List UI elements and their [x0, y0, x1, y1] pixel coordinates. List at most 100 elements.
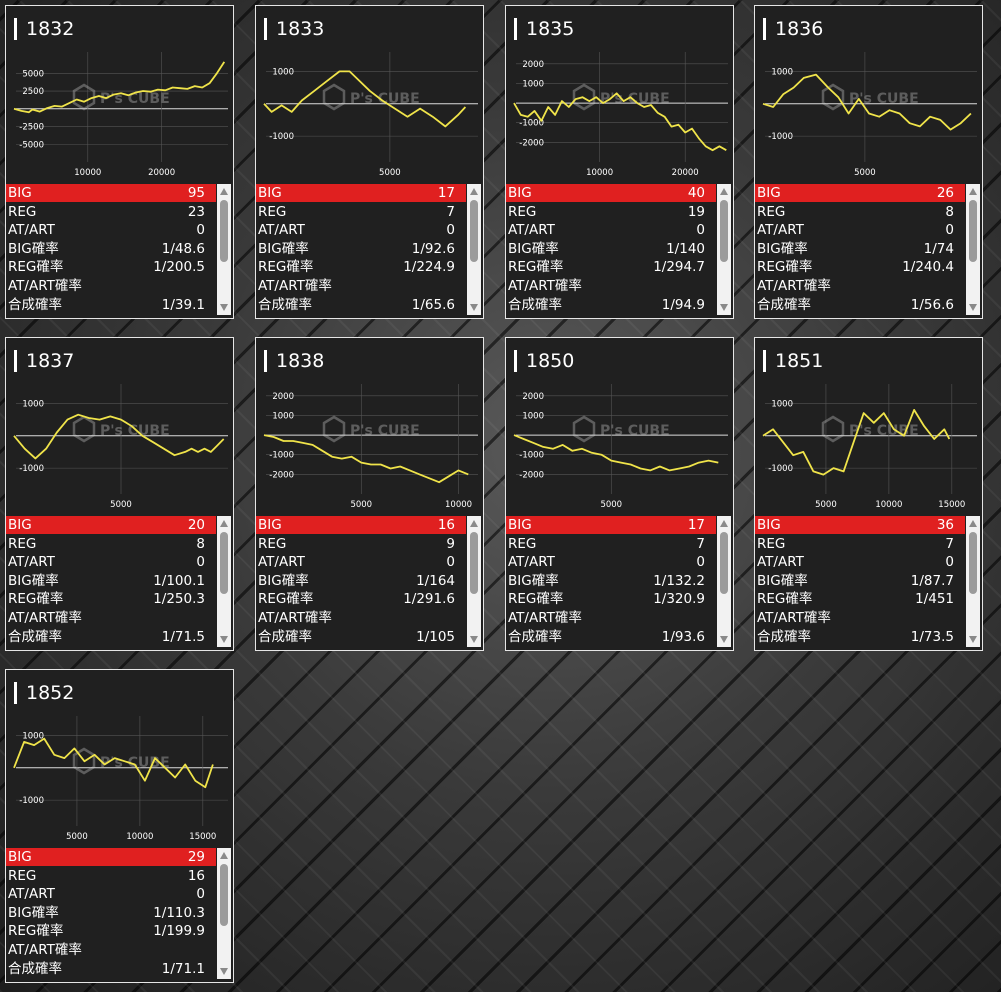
scroll-up-arrow-icon[interactable] — [220, 188, 228, 195]
stat-row-reg-rate: REG確率 1/320.9 — [506, 590, 716, 608]
stats-scrollbar[interactable] — [467, 516, 481, 647]
stat-label: AT/ART確率 — [258, 610, 332, 626]
stat-label: BIG確率 — [258, 240, 309, 257]
watermark-logo: P's CUBE — [322, 415, 420, 443]
machine-number[interactable]: 1838 — [264, 350, 324, 372]
slump-series-line — [513, 434, 719, 472]
stat-value: 20 — [187, 517, 205, 533]
machine-card[interactable]: 1833 -1000 1000 5000 P's CUBE BIG 17 REG 7 AT/ART… — [255, 5, 484, 319]
scroll-down-arrow-icon[interactable] — [220, 304, 228, 311]
scroll-up-arrow-icon[interactable] — [969, 188, 977, 195]
x-tick-label: 15000 — [938, 500, 965, 510]
stats-scrollbar[interactable] — [217, 516, 231, 647]
stat-value: 1/140 — [666, 240, 705, 257]
machine-number[interactable]: 1836 — [763, 18, 823, 40]
scroll-up-arrow-icon[interactable] — [720, 520, 728, 527]
stat-label: AT/ART — [8, 554, 55, 571]
scroll-down-arrow-icon[interactable] — [470, 304, 478, 311]
scroll-up-arrow-icon[interactable] — [969, 520, 977, 527]
scroll-down-arrow-icon[interactable] — [220, 636, 228, 643]
y-tick-label: -1000 — [768, 464, 793, 474]
scroll-thumb[interactable] — [220, 532, 228, 594]
stat-row-at-art-rate: AT/ART確率 — [6, 277, 216, 295]
stat-row-big-rate: BIG確率 1/92.6 — [256, 240, 466, 258]
watermark-logo: P's CUBE — [72, 415, 170, 443]
machine-number[interactable]: 1850 — [514, 350, 574, 372]
stat-row-big-rate: BIG確率 1/74 — [755, 240, 965, 258]
stats-table[interactable]: BIG 17 REG 7 AT/ART 0 BIG確率 1/132.2 REG確率 1/320.9… — [506, 516, 735, 648]
stats-scrollbar[interactable] — [966, 184, 980, 315]
slump-series-line — [13, 737, 214, 789]
stat-row-combined-rate: 合成確率 1/39.1 — [6, 296, 216, 314]
stats-scrollbar[interactable] — [966, 516, 980, 647]
stats-table[interactable]: BIG 36 REG 7 AT/ART 0 BIG確率 1/87.7 REG確率 1/451 AT/… — [755, 516, 984, 648]
scroll-down-arrow-icon[interactable] — [720, 304, 728, 311]
scroll-down-arrow-icon[interactable] — [969, 304, 977, 311]
stats-scrollbar[interactable] — [217, 848, 231, 979]
stat-label: 合成確率 — [8, 960, 62, 977]
scroll-up-arrow-icon[interactable] — [470, 188, 478, 195]
scroll-thumb[interactable] — [969, 200, 977, 262]
scroll-up-arrow-icon[interactable] — [470, 520, 478, 527]
y-tick-label: 2000 — [522, 392, 544, 402]
machine-number[interactable]: 1851 — [763, 350, 823, 372]
stats-scrollbar[interactable] — [217, 184, 231, 315]
slump-chart-svg: -2000 -1000 1000 2000 5000 P's CUBE — [513, 384, 728, 510]
machine-number[interactable]: 1832 — [14, 18, 74, 40]
machine-card[interactable]: 1850 -2000 -1000 1000 2000 5000 P's CUBE BIG 17 R… — [505, 337, 734, 651]
machine-card[interactable]: 1832 -5000 -2500 2500 5000 10000 20000 P's CUBE… — [5, 5, 234, 319]
stat-row-reg-rate: REG確率 1/224.9 — [256, 258, 466, 276]
stat-row-at-art-rate: AT/ART確率 — [506, 277, 716, 295]
scroll-down-arrow-icon[interactable] — [969, 636, 977, 643]
stats-table[interactable]: BIG 16 REG 9 AT/ART 0 BIG確率 1/164 REG確率 1/291.6 AT… — [256, 516, 485, 648]
x-tick-label: 10000 — [126, 832, 153, 842]
machine-card[interactable]: 1836 -1000 1000 5000 P's CUBE BIG 26 REG 8 AT/ART… — [754, 5, 983, 319]
stats-table[interactable]: BIG 40 REG 19 AT/ART 0 BIG確率 1/140 REG確率 1/294.7 A… — [506, 184, 735, 316]
machine-card[interactable]: 1835 -2000 -1000 1000 2000 10000 20000 P's CUBE… — [505, 5, 734, 319]
stats-scrollbar[interactable] — [717, 184, 731, 315]
scroll-thumb[interactable] — [470, 200, 478, 262]
stat-row-reg: REG 19 — [506, 203, 716, 221]
stat-label: BIG確率 — [757, 572, 808, 589]
scroll-thumb[interactable] — [470, 532, 478, 594]
stat-row-reg: REG 8 — [755, 203, 965, 221]
scroll-thumb[interactable] — [969, 532, 977, 594]
machine-number[interactable]: 1835 — [514, 18, 574, 40]
scroll-thumb[interactable] — [220, 864, 228, 926]
y-tick-label: 1000 — [771, 399, 793, 409]
stats-table[interactable]: BIG 26 REG 8 AT/ART 0 BIG確率 1/74 REG確率 1/240.4 AT/… — [755, 184, 984, 316]
scroll-up-arrow-icon[interactable] — [220, 520, 228, 527]
stats-table[interactable]: BIG 17 REG 7 AT/ART 0 BIG確率 1/92.6 REG確率 1/224.9 A… — [256, 184, 485, 316]
stat-value: 29 — [187, 849, 205, 865]
stat-row-reg-rate: REG確率 1/291.6 — [256, 590, 466, 608]
machine-number[interactable]: 1837 — [14, 350, 74, 372]
stats-table[interactable]: BIG 95 REG 23 AT/ART 0 BIG確率 1/48.6 REG確率 1/200.5… — [6, 184, 235, 316]
scroll-up-arrow-icon[interactable] — [720, 188, 728, 195]
stat-label: REG確率 — [8, 591, 64, 608]
stats-table[interactable]: BIG 20 REG 8 AT/ART 0 BIG確率 1/100.1 REG確率 1/250.3… — [6, 516, 235, 648]
stat-label: AT/ART確率 — [8, 942, 82, 958]
scroll-thumb[interactable] — [720, 200, 728, 262]
scroll-thumb[interactable] — [220, 200, 228, 262]
scroll-up-arrow-icon[interactable] — [220, 852, 228, 859]
machine-number[interactable]: 1833 — [264, 18, 324, 40]
stat-label: BIG確率 — [8, 240, 59, 257]
stat-row-at-art-rate: AT/ART確率 — [755, 277, 965, 295]
machine-card[interactable]: 1852 -1000 1000 5000 10000 15000 P's CUBE BIG 29… — [5, 669, 234, 983]
stat-value: 16 — [187, 867, 205, 884]
machine-card[interactable]: 1837 -1000 1000 5000 P's CUBE BIG 20 REG 8 AT/ART… — [5, 337, 234, 651]
machine-card[interactable]: 1851 -1000 1000 5000 10000 15000 P's CUBE BIG 36… — [754, 337, 983, 651]
machine-card[interactable]: 1838 -2000 -1000 1000 2000 5000 10000 P's CUBE B… — [255, 337, 484, 651]
machine-number[interactable]: 1852 — [14, 682, 74, 704]
y-tick-label: -2500 — [19, 123, 44, 133]
scroll-thumb[interactable] — [720, 532, 728, 594]
scroll-down-arrow-icon[interactable] — [220, 968, 228, 975]
scroll-down-arrow-icon[interactable] — [720, 636, 728, 643]
stats-table[interactable]: BIG 29 REG 16 AT/ART 0 BIG確率 1/110.3 REG確率 1/199.… — [6, 848, 235, 980]
stats-scrollbar[interactable] — [467, 184, 481, 315]
scroll-down-arrow-icon[interactable] — [470, 636, 478, 643]
stats-scrollbar[interactable] — [717, 516, 731, 647]
stat-row-at-art-rate: AT/ART確率 — [755, 609, 965, 627]
stat-label: 合成確率 — [757, 628, 811, 645]
stat-value: 0 — [446, 222, 455, 239]
